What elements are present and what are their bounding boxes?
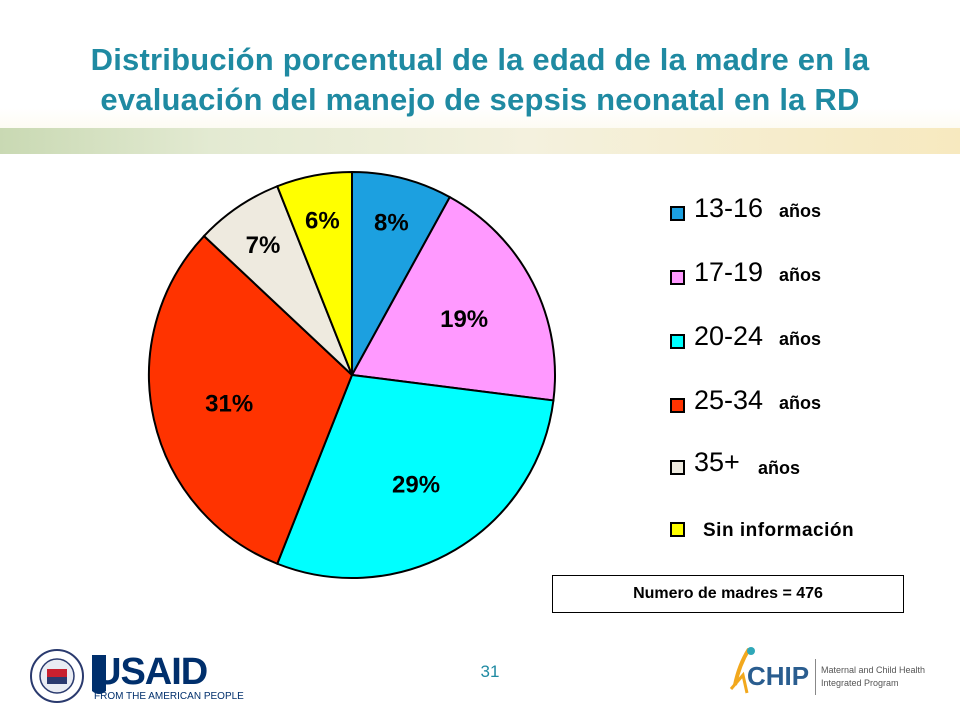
legend-swatch-25-34 [670, 398, 685, 413]
chip-subtitle-1: Maternal and Child Health [821, 665, 926, 675]
legend-swatch-20-24 [670, 334, 685, 349]
legend-swatch-35- [670, 460, 685, 475]
legend-swatch-17-19 [670, 270, 685, 285]
usaid-tagline: FROM THE AMERICAN PEOPLE [94, 691, 244, 702]
pie-label-25-34: 31% [205, 390, 253, 417]
usaid-logo: USAID FROM THE AMERICAN PEOPLE [30, 647, 244, 712]
page-number: 31 [480, 662, 500, 681]
legend-unit-13-16: años [779, 201, 822, 221]
legend-swatch-sin-informacion [670, 522, 685, 537]
header-band [0, 128, 960, 154]
title-line-2: evaluación del manejo de sepsis neonatal… [100, 82, 860, 117]
chip-logo: CHIP Maternal and Child Health Integrate… [725, 645, 925, 705]
legend-range-35-: 35+ [694, 447, 740, 477]
sample-size-box: Numero de madres = 476 [552, 575, 904, 613]
sample-size-text: Numero de madres = 476 [633, 585, 823, 602]
pie-slice-sin-informaci-n [275, 170, 353, 376]
pie-slice-25-34 [148, 234, 354, 566]
header-background [0, 0, 960, 150]
pie-slice-13-16 [351, 170, 452, 376]
legend-range-25-34: 25-34 [694, 385, 764, 415]
pie-label-sin-informaci-n: 6% [305, 207, 340, 234]
chip-wordmark: CHIP [747, 661, 810, 691]
pie-label-17-19: 19% [440, 306, 488, 333]
slide-title: Distribución porcentual de la edad de la… [20, 40, 940, 120]
legend-unit-35-: años [758, 458, 801, 478]
pie-chart: 8% 19% 29% 31% 7% 6% [148, 170, 556, 579]
legend-unit-17-19: años [779, 265, 822, 285]
title-line-1: Distribución porcentual de la edad de la… [90, 42, 870, 77]
pie-label-13-16: 8% [374, 210, 409, 237]
pie-label-35-: 7% [246, 232, 281, 259]
pie-label-20-24: 29% [392, 471, 440, 498]
legend-range-17-19: 17-19 [694, 257, 764, 287]
legend-range-13-16: 13-16 [694, 193, 764, 223]
legend-label-sin-informacion: Sin información [703, 520, 855, 541]
legend-swatch-13-16 [670, 206, 685, 221]
legend-unit-20-24: años [779, 329, 822, 349]
chip-subtitle-2: Integrated Program [821, 678, 899, 688]
pie-slice-20-24 [275, 373, 555, 579]
pie-slice-17-19 [350, 195, 556, 402]
legend-unit-25-34: años [779, 393, 822, 413]
usaid-wordmark: USAID [94, 651, 208, 693]
legend-range-20-24: 20-24 [694, 321, 764, 351]
